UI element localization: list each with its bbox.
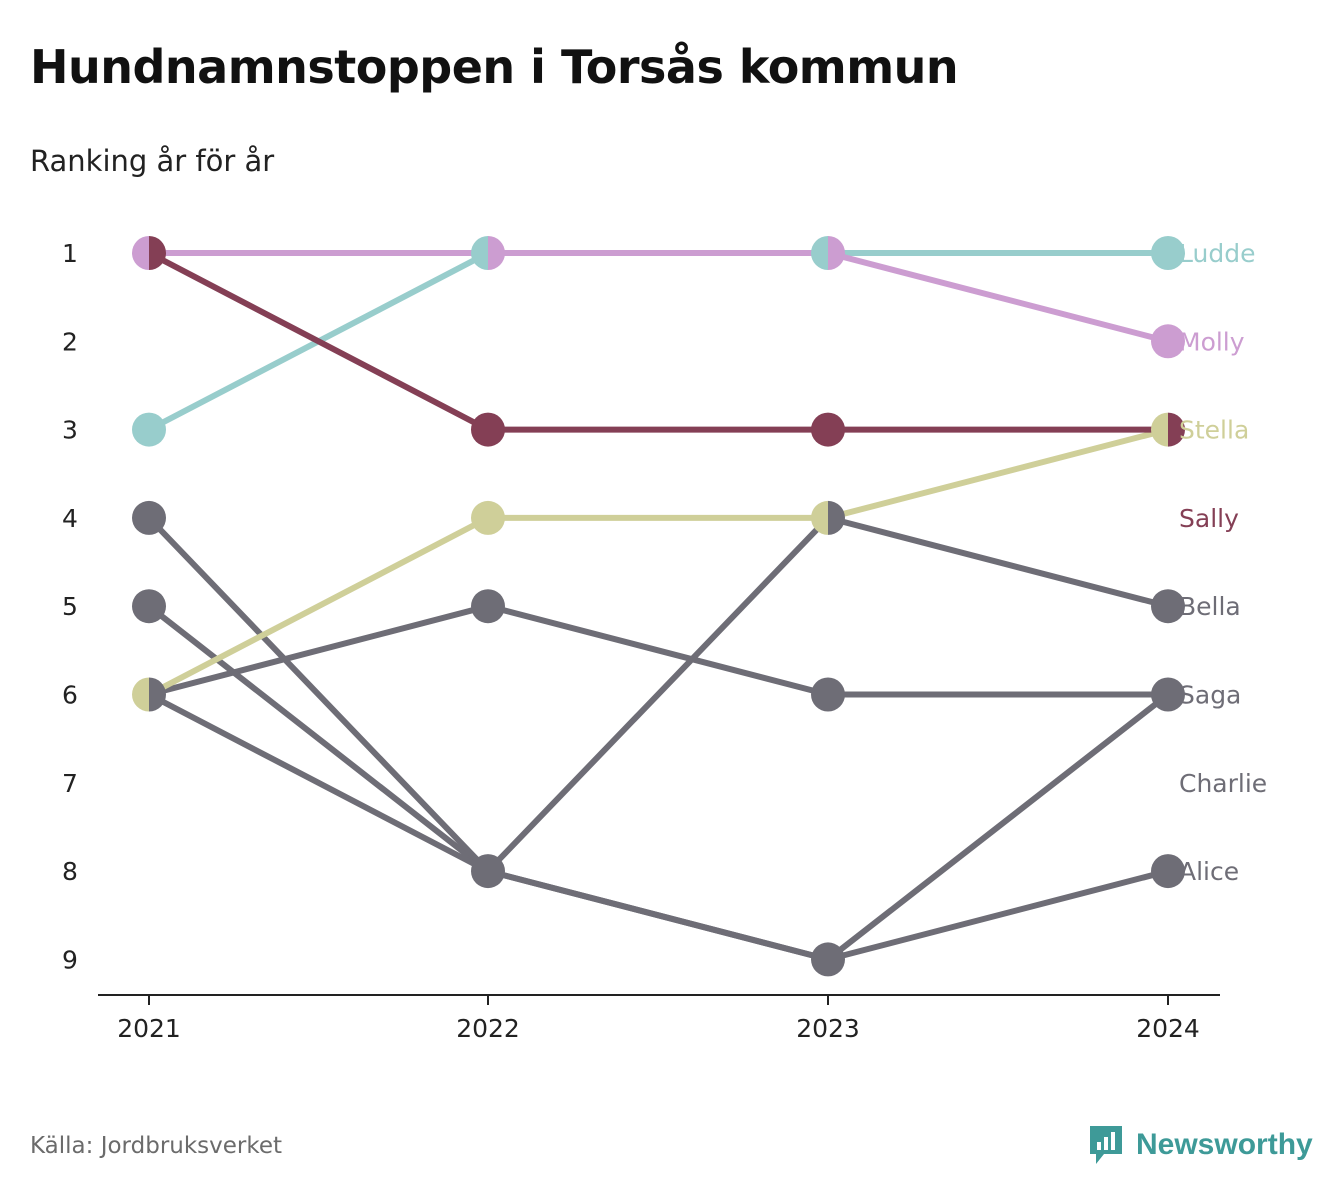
point-2022-rank-8 <box>471 854 505 889</box>
y-tick-label: 8 <box>62 857 78 886</box>
y-tick-label: 2 <box>62 327 78 356</box>
end-label-saga: Saga <box>1179 681 1241 710</box>
point-2021-rank-5 <box>132 589 166 624</box>
series-line-charlie <box>146 514 1171 875</box>
x-tick-label: 2024 <box>1136 1014 1200 1043</box>
point-2024-rank-3-left <box>1151 412 1168 447</box>
y-tick-label: 9 <box>62 945 78 974</box>
point-2024-rank-2 <box>1151 324 1185 359</box>
y-tick-label: 5 <box>62 592 78 621</box>
point-2021-rank-6-left <box>132 677 149 712</box>
end-label-ludde: Ludde <box>1179 239 1255 268</box>
point-2022-rank-3 <box>471 412 505 447</box>
point-2022-rank-5 <box>471 589 505 624</box>
point-2022-rank-4 <box>471 500 505 535</box>
x-tick-label: 2022 <box>456 1014 520 1043</box>
point-2023-rank-6 <box>811 677 845 712</box>
end-label-molly: Molly <box>1179 327 1245 356</box>
point-2023-rank-9 <box>811 942 845 977</box>
point-2024-rank-8 <box>1151 854 1185 889</box>
point-2024-rank-6 <box>1151 677 1185 712</box>
point-2024-rank-5 <box>1151 589 1185 624</box>
y-tick-label: 6 <box>62 681 78 710</box>
series-line-molly <box>146 250 1171 345</box>
point-2021-rank-6-right <box>149 677 166 712</box>
y-tick-label: 7 <box>62 769 78 798</box>
point-2022-rank-1-right <box>488 236 505 270</box>
y-tick-label: 3 <box>62 416 78 445</box>
point-2023-rank-4-right <box>828 500 845 535</box>
y-tick-label: 4 <box>62 504 78 533</box>
end-label-bella: Bella <box>1179 592 1241 621</box>
y-axis-ticks: 1 2 3 4 5 6 7 8 9 <box>62 239 78 974</box>
end-label-charlie: Charlie <box>1179 769 1267 798</box>
series-line-bella <box>146 603 1171 698</box>
point-2022-rank-1-left <box>471 236 488 270</box>
x-tick-label: 2023 <box>796 1014 860 1043</box>
point-2021-rank-1-right <box>149 236 166 270</box>
brand-name: Newsworthy <box>1136 1128 1313 1161</box>
point-2023-rank-1-left <box>811 236 828 270</box>
end-label-alice: Alice <box>1179 857 1239 886</box>
series-lines <box>146 250 1171 963</box>
series-line-ludde <box>146 250 1171 433</box>
x-tick-label: 2021 <box>117 1014 181 1043</box>
point-2023-rank-4-left <box>811 500 828 535</box>
series-line-alice <box>146 691 1171 963</box>
series-points <box>132 236 1185 977</box>
newsworthy-icon <box>1090 1126 1122 1164</box>
chart-subtitle: Ranking år för år <box>30 144 275 178</box>
end-labels: Ludde Molly Stella Sally Bella Saga Charlie Ali… <box>1179 239 1267 886</box>
point-2021-rank-3 <box>132 412 166 447</box>
y-tick-label: 1 <box>62 239 78 268</box>
point-2024-rank-3-right <box>1168 412 1185 447</box>
source-note: Källa: Jordbruksverket <box>30 1133 283 1159</box>
point-2021-rank-4 <box>132 500 166 535</box>
point-2023-rank-1-right <box>828 236 845 270</box>
point-2024-rank-1 <box>1151 236 1185 270</box>
end-label-stella: Stella <box>1179 416 1249 445</box>
chart-title: Hundnamnstoppen i Torsås kommun <box>30 40 959 94</box>
point-2023-rank-3 <box>811 412 845 447</box>
end-label-sally: Sally <box>1179 504 1239 533</box>
point-2021-rank-1-left <box>132 236 149 270</box>
series-line-stella <box>146 426 1171 698</box>
brand-logo: Newsworthy <box>1088 1124 1313 1166</box>
x-axis-ticks: 2021 2022 2023 2024 <box>117 995 1200 1043</box>
series-line-saga <box>146 603 1171 963</box>
series-line-sally <box>146 250 1171 433</box>
